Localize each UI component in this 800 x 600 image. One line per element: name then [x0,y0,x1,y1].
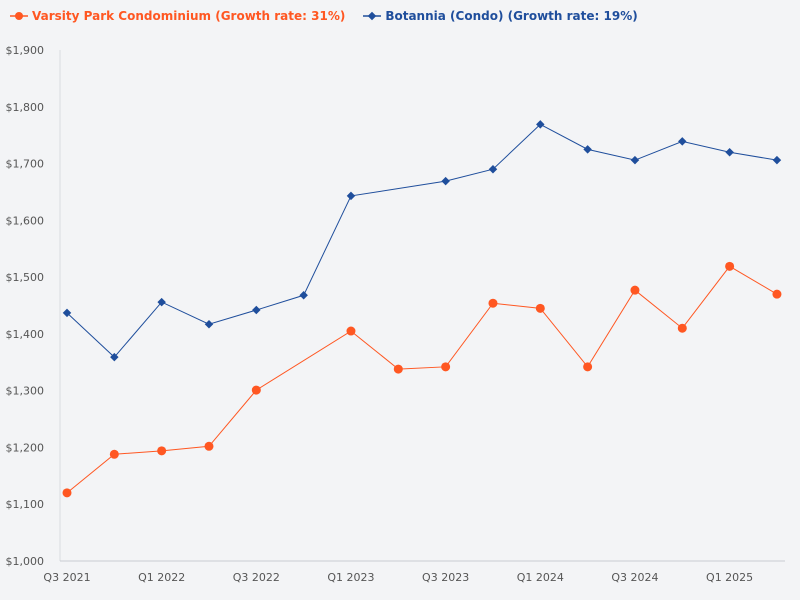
data-point [772,289,782,299]
legend: Varsity Park Condominium (Growth rate: 3… [10,9,638,23]
legend-label: Botannia (Condo) (Growth rate: 19%) [385,9,638,23]
y-tick-label: $1,100 [6,498,45,511]
x-tick-label: Q3 2022 [233,571,280,584]
data-point [441,362,451,372]
y-tick-label: $1,700 [6,158,45,171]
data-point [488,164,498,174]
circle-marker-icon [10,12,28,20]
data-point [535,303,545,313]
y-tick-label: $1,900 [6,44,45,57]
data-point [110,352,119,362]
data-point [630,285,640,295]
data-point [109,449,119,459]
data-point [346,191,356,201]
y-tick-label: $1,600 [6,214,45,227]
data-point [725,147,734,157]
data-point [583,362,593,372]
data-point [157,297,166,307]
y-tick-label: $1,500 [6,271,45,284]
diamond-marker-icon [363,11,382,21]
x-tick-label: Q1 2023 [327,571,374,584]
x-tick-label: Q1 2024 [517,571,564,584]
data-point [488,298,498,308]
y-tick-label: $1,300 [6,385,45,398]
data-point [678,137,687,146]
x-tick-label: Q3 2023 [422,571,469,584]
x-tick-label: Q1 2022 [138,571,185,584]
data-point [62,488,72,498]
series-line-1 [66,123,778,358]
y-tick-label: $1,400 [6,328,45,341]
data-point [299,291,308,300]
data-point [583,145,592,154]
data-point [204,319,214,329]
x-tick-label: Q3 2024 [611,571,658,584]
x-tick-label: Q3 2021 [43,571,90,584]
legend-item-botannia[interactable]: Botannia (Condo) (Growth rate: 19%) [363,9,638,23]
data-point [251,385,261,395]
legend-item-varsity[interactable]: Varsity Park Condominium (Growth rate: 3… [10,9,345,23]
data-point [393,364,403,374]
x-tick-label: Q1 2025 [706,571,753,584]
data-point [346,326,356,336]
data-point [441,176,450,186]
data-point [252,305,261,315]
data-point [677,323,687,333]
y-tick-label: $1,200 [6,441,45,454]
data-point [157,446,167,456]
series-line-0 [66,265,778,494]
data-point [772,155,782,165]
data-point [630,155,640,165]
y-tick-label: $1,800 [6,101,45,114]
data-point [725,261,735,271]
legend-label: Varsity Park Condominium (Growth rate: 3… [32,9,346,23]
y-tick-label: $1,000 [6,555,45,568]
data-point [204,441,214,451]
data-point [62,308,72,318]
